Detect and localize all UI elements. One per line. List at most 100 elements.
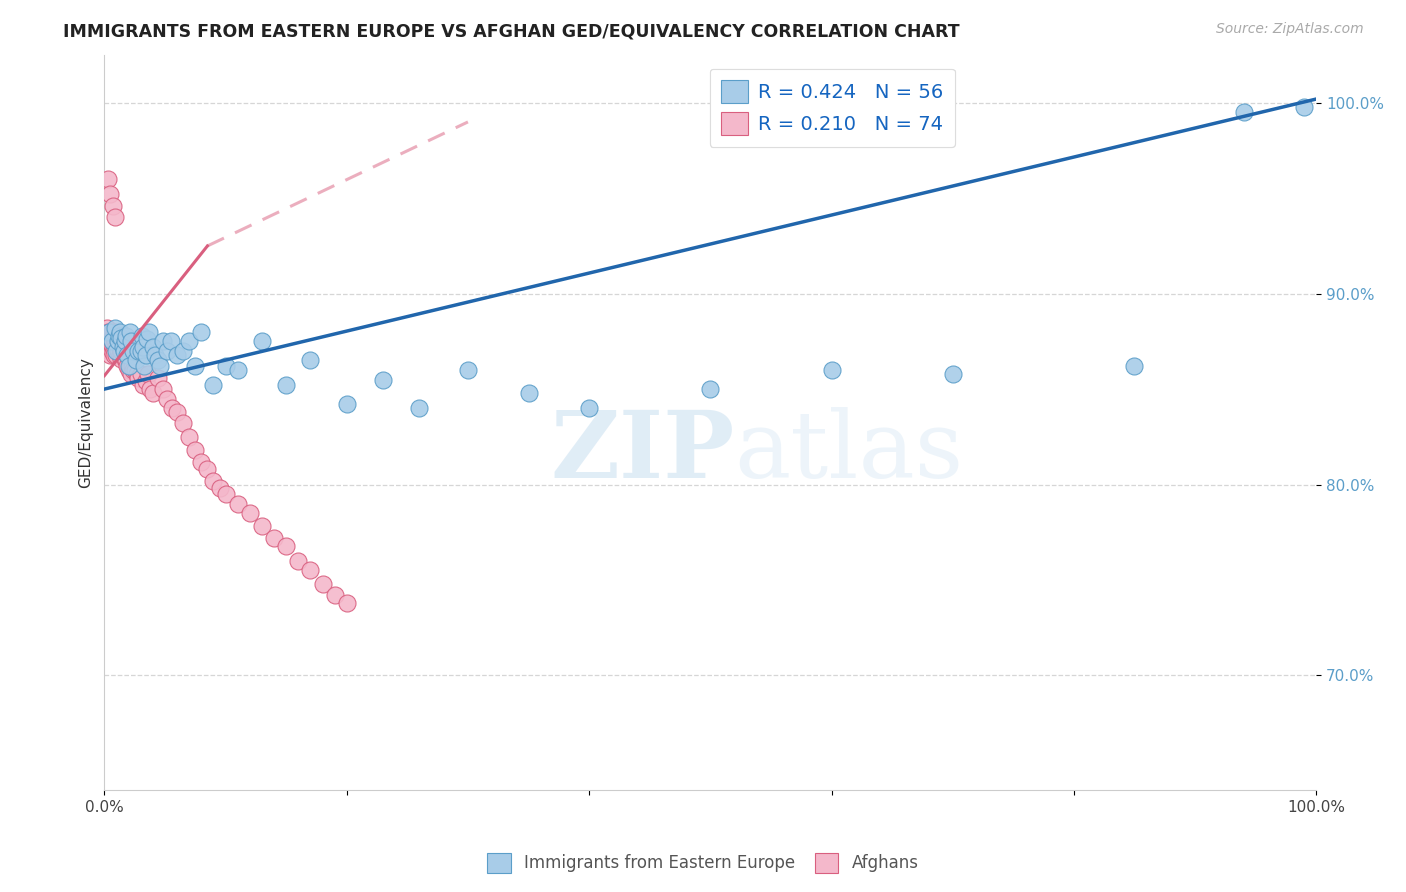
Point — [184, 443, 207, 458]
Point — [100, 187, 122, 202]
Point — [239, 506, 262, 520]
Point — [121, 359, 143, 374]
Point — [104, 334, 127, 349]
Point — [103, 343, 125, 358]
Point — [127, 367, 149, 381]
Point — [114, 334, 136, 349]
Point — [100, 334, 122, 349]
Point — [103, 348, 125, 362]
Point — [299, 353, 322, 368]
Text: IMMIGRANTS FROM EASTERN EUROPE VS AFGHAN GED/EQUIVALENCY CORRELATION CHART: IMMIGRANTS FROM EASTERN EUROPE VS AFGHAN… — [63, 22, 960, 40]
Point — [112, 343, 135, 358]
Point — [132, 378, 155, 392]
Point — [146, 370, 169, 384]
Text: Source: ZipAtlas.com: Source: ZipAtlas.com — [1216, 22, 1364, 37]
Point — [214, 487, 236, 501]
Point — [100, 343, 122, 358]
Legend: R = 0.424   N = 56, R = 0.210   N = 74: R = 0.424 N = 56, R = 0.210 N = 74 — [710, 69, 955, 146]
Point — [142, 385, 165, 400]
Point — [118, 359, 141, 374]
Point — [100, 348, 122, 362]
Point — [98, 343, 121, 358]
Point — [110, 343, 132, 358]
Point — [408, 401, 430, 416]
Point — [117, 348, 139, 362]
Point — [139, 382, 162, 396]
Point — [108, 328, 131, 343]
Point — [115, 328, 138, 343]
Point — [699, 382, 721, 396]
Point — [457, 363, 479, 377]
Point — [202, 378, 225, 392]
Point — [111, 333, 134, 347]
Point — [98, 325, 121, 339]
Point — [190, 325, 212, 339]
Point — [100, 334, 122, 349]
Point — [104, 325, 127, 339]
Point — [127, 370, 149, 384]
Point — [214, 359, 236, 374]
Point — [166, 405, 188, 419]
Point — [124, 363, 146, 377]
Point — [117, 359, 139, 374]
Point — [129, 367, 152, 381]
Point — [107, 333, 129, 347]
Point — [118, 325, 141, 339]
Point — [125, 353, 148, 368]
Point — [311, 576, 333, 591]
Point — [299, 563, 322, 577]
Point — [101, 199, 124, 213]
Point — [179, 430, 201, 444]
Point — [108, 328, 131, 343]
Point — [127, 343, 149, 358]
Point — [172, 417, 194, 431]
Point — [96, 321, 118, 335]
Point — [97, 333, 120, 347]
Point — [104, 321, 127, 335]
Point — [105, 340, 128, 354]
Point — [117, 363, 139, 377]
Point — [287, 554, 309, 568]
Point — [156, 343, 179, 358]
Point — [107, 343, 129, 358]
Point — [111, 340, 134, 354]
Point — [108, 348, 131, 362]
Point — [135, 333, 157, 347]
Point — [166, 348, 188, 362]
Text: atlas: atlas — [734, 407, 963, 497]
Point — [1294, 100, 1316, 114]
Point — [202, 474, 225, 488]
Point — [1123, 359, 1146, 374]
Point — [111, 340, 134, 354]
Point — [98, 336, 121, 351]
Point — [146, 353, 169, 368]
Point — [942, 367, 965, 381]
Text: ZIP: ZIP — [550, 407, 734, 497]
Point — [114, 351, 136, 366]
Point — [160, 334, 183, 349]
Point — [104, 211, 127, 225]
Point — [100, 340, 122, 354]
Point — [108, 336, 131, 351]
Point — [276, 539, 298, 553]
Point — [578, 401, 600, 416]
Point — [117, 359, 139, 374]
Point — [197, 462, 219, 476]
Point — [108, 340, 131, 354]
Point — [820, 363, 842, 377]
Point — [122, 343, 145, 358]
Point — [371, 373, 394, 387]
Point — [162, 401, 184, 416]
Point — [208, 481, 231, 495]
Point — [129, 343, 152, 358]
Point — [135, 375, 157, 389]
Point — [179, 334, 201, 349]
Point — [184, 359, 207, 374]
Point — [190, 454, 212, 468]
Point — [110, 330, 132, 344]
Point — [115, 353, 138, 368]
Point — [132, 340, 155, 354]
Point — [105, 348, 128, 362]
Point — [152, 334, 174, 349]
Point — [135, 348, 157, 362]
